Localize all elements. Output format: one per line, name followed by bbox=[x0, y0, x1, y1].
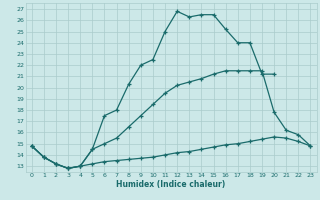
X-axis label: Humidex (Indice chaleur): Humidex (Indice chaleur) bbox=[116, 180, 226, 189]
